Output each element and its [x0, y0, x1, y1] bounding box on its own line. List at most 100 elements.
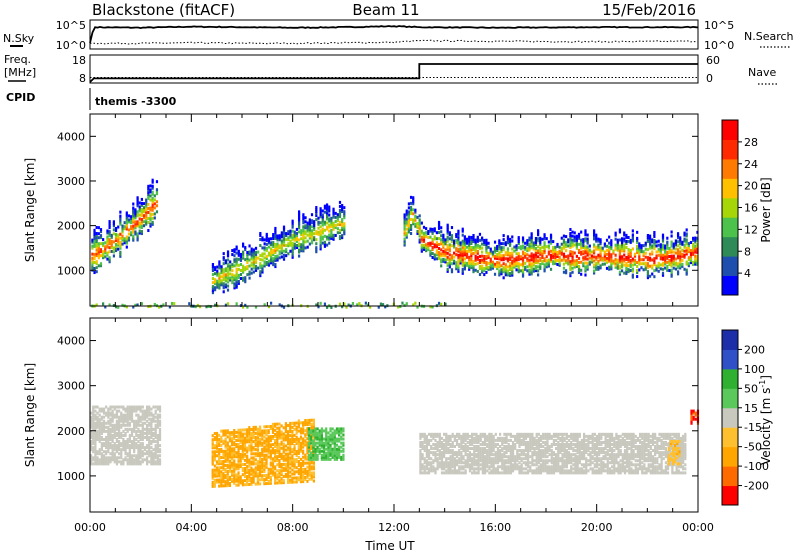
power-cell	[412, 198, 415, 202]
velocity-cell	[230, 437, 234, 441]
velocity-cell	[145, 431, 149, 435]
power-cell	[250, 247, 253, 251]
velocity-cell	[215, 468, 219, 472]
power-cell	[661, 255, 665, 259]
velocity-cell	[117, 448, 121, 452]
power-cell	[633, 260, 637, 264]
velocity-cell	[122, 415, 125, 419]
velocity-cell	[306, 475, 309, 479]
velocity-cell	[267, 437, 270, 441]
noise-right-tick-top: 10^5	[704, 19, 734, 32]
velocity-cell	[421, 432, 424, 436]
power-cell	[420, 247, 423, 251]
power-cell	[627, 260, 630, 264]
velocity-cell	[113, 442, 116, 446]
power-cell	[302, 213, 305, 217]
power-cell	[267, 263, 271, 267]
velocity-cell	[338, 445, 341, 449]
velocity-cell	[297, 449, 300, 453]
velocity-cell	[213, 468, 216, 472]
velocity-cell	[128, 450, 131, 454]
velocity-cell	[222, 476, 225, 480]
power-cell	[496, 255, 499, 259]
velocity-cell	[276, 432, 279, 436]
velocity-cell	[158, 407, 162, 411]
velocity-cell	[427, 469, 431, 473]
power-cell	[661, 273, 665, 277]
power-cell	[110, 233, 113, 237]
velocity-cell	[235, 451, 238, 455]
power-cell	[341, 205, 344, 209]
velocity-cell	[462, 467, 465, 471]
power-cell	[136, 198, 139, 202]
power-cell	[608, 249, 611, 253]
power-cell	[134, 208, 137, 212]
velocity-cell	[295, 427, 298, 431]
power-cell	[117, 239, 120, 243]
velocity-cell	[117, 431, 121, 435]
velocity-cell	[322, 443, 326, 447]
power-cell	[575, 262, 578, 266]
power-cell	[571, 242, 574, 246]
power-cell	[601, 262, 604, 266]
power-cell	[472, 246, 475, 250]
velocity-cell	[243, 468, 247, 472]
power-cell	[151, 192, 154, 196]
power-cell	[358, 302, 361, 306]
power-cell	[341, 208, 344, 212]
velocity-cell	[312, 418, 316, 422]
velocity-cell	[252, 448, 255, 452]
velocity-cell	[286, 464, 290, 468]
power-cell	[151, 216, 154, 220]
velocity-cell	[102, 415, 106, 419]
power-cell	[444, 260, 447, 264]
velocity-cell	[135, 462, 138, 466]
velocity-cell	[267, 431, 270, 435]
power-cell	[592, 229, 596, 233]
power-cell	[625, 266, 628, 270]
power-cell	[674, 243, 678, 247]
power-cell	[418, 224, 421, 228]
power-cell	[500, 270, 503, 274]
power-cell	[599, 250, 602, 254]
velocity-cell	[263, 445, 266, 449]
velocity-cell	[293, 458, 296, 462]
power-cell	[416, 231, 419, 235]
velocity-cell	[107, 458, 110, 462]
velocity-cell	[282, 475, 285, 479]
velocity-cell	[117, 423, 121, 427]
velocity-cell	[156, 438, 159, 442]
power-cell	[657, 265, 660, 269]
power-cell	[211, 291, 215, 295]
power-cell	[496, 253, 499, 257]
velocity-cell	[148, 431, 151, 435]
power-cell	[629, 269, 632, 273]
power-cell	[302, 229, 305, 233]
velocity-cell	[443, 445, 446, 449]
velocity-cell	[237, 483, 240, 487]
velocity-cell	[284, 466, 288, 470]
velocity-cell	[215, 480, 219, 484]
velocity-cell	[258, 474, 262, 478]
power-cell	[498, 245, 501, 249]
power-cell	[463, 243, 466, 247]
power-cell	[330, 236, 333, 240]
velocity-cell	[254, 431, 257, 435]
power-cell	[325, 213, 329, 217]
velocity-cell	[100, 429, 103, 433]
velocity-cell	[218, 458, 221, 462]
velocity-cell	[451, 445, 454, 449]
power-cell	[295, 235, 299, 239]
velocity-cell	[94, 458, 97, 462]
power-cell	[121, 226, 124, 230]
power-cell	[483, 261, 486, 265]
velocity-cell	[286, 474, 290, 478]
velocity-cell	[460, 447, 463, 451]
power-cell	[504, 251, 507, 255]
power-cell	[657, 253, 660, 257]
power-cell	[627, 268, 630, 272]
velocity-cell	[261, 443, 264, 447]
power-cell	[627, 258, 630, 262]
power-cell	[420, 237, 423, 241]
velocity-cell	[318, 439, 321, 443]
